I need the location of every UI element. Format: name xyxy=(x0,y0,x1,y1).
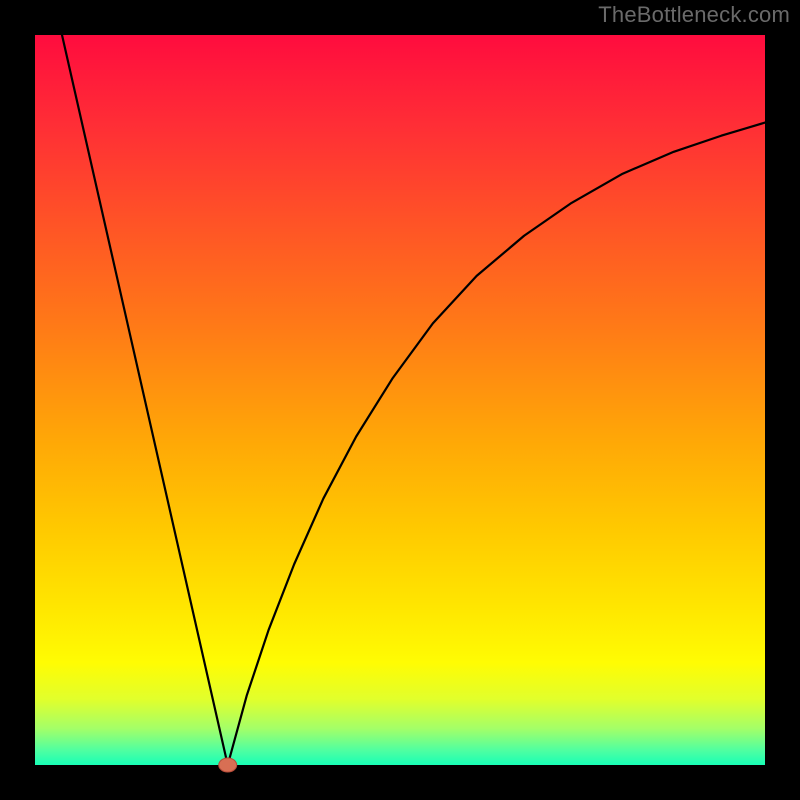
chart-container: TheBottleneck.com xyxy=(0,0,800,800)
watermark-text: TheBottleneck.com xyxy=(598,2,790,28)
bottleneck-chart xyxy=(0,0,800,800)
optimum-marker xyxy=(219,758,237,772)
